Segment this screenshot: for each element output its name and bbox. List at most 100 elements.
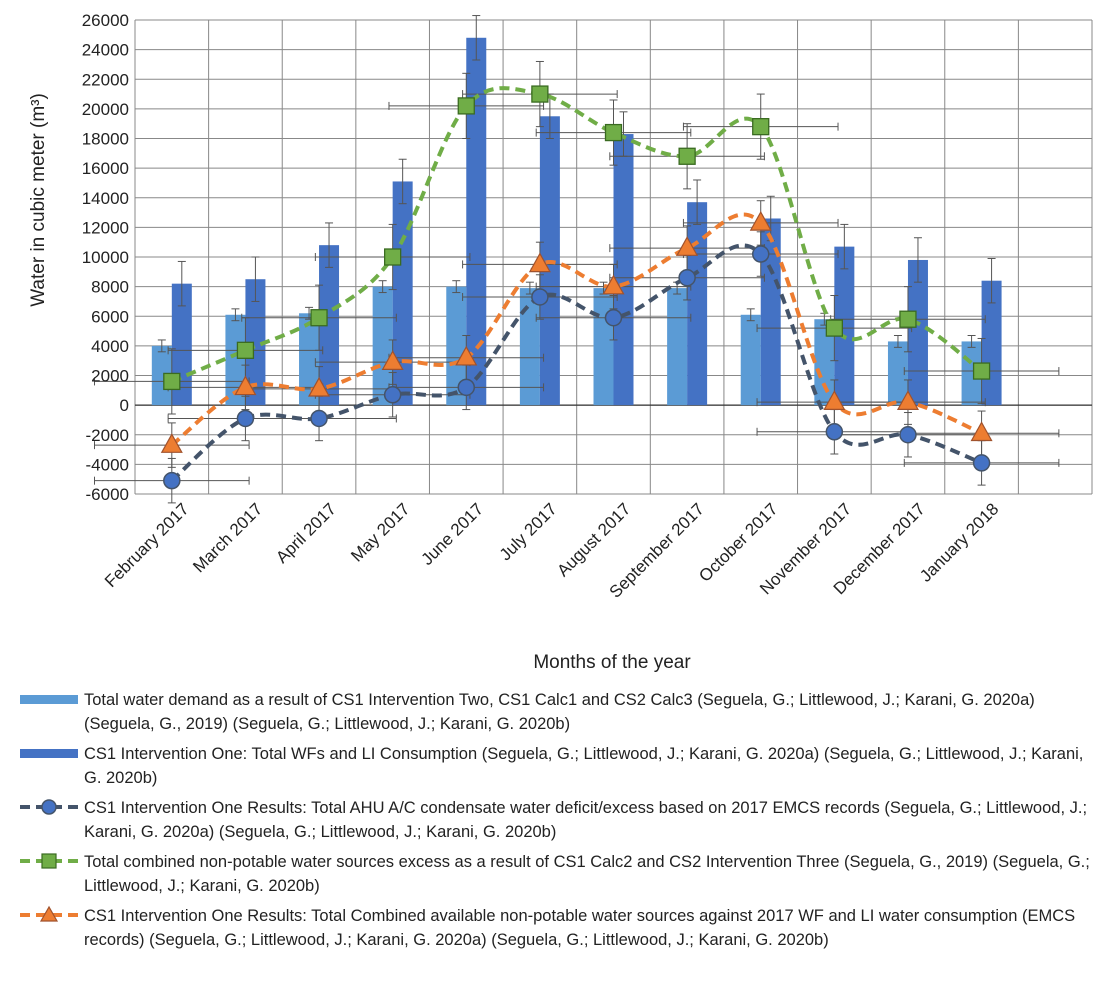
legend-bar-swatch [20,695,78,704]
y-tick-label: 18000 [82,130,129,149]
y-axis-title: Water in cubic meter (m³) [28,93,49,307]
legend-swatch [20,905,78,922]
square-marker [163,372,181,391]
y-tick-label: 0 [120,396,129,415]
square-marker [457,97,475,115]
triangle-marker [528,252,551,273]
triangle-marker [970,421,993,442]
square-marker [531,85,549,103]
bar-demand [372,286,393,406]
triangle-marker [676,236,699,256]
x-tick-label: April 2017 [272,499,340,567]
bar-demand [225,314,246,406]
circle-marker [457,378,476,397]
bar-demand [814,319,835,406]
x-tick-label: August 2017 [553,499,634,580]
circle-marker [678,268,696,287]
y-tick-label: 24000 [82,41,129,60]
square-marker [604,123,623,142]
legend-label: CS1 Intervention One Results: Total Comb… [84,907,1076,949]
bar-wf-li [834,246,855,406]
y-tick-label: 10000 [82,248,129,267]
legend: Total water demand as a result of CS1 In… [18,688,1103,958]
legend-item-combined-available: CS1 Intervention One Results: Total Comb… [18,904,1103,952]
legend-item-condensate: CS1 Intervention One Results: Total AHU … [18,796,1103,844]
square-marker [825,319,843,337]
triangle-marker [455,345,478,366]
y-tick-label: 4000 [91,337,129,356]
legend-circle-marker [41,799,57,815]
y-tick-label: 2000 [91,367,129,386]
triangle-marker [896,390,919,410]
square-marker [899,310,917,328]
bar-wf-li [319,245,340,406]
y-tick-label: -6000 [86,485,129,504]
bar-demand [667,288,688,406]
y-tick-label: 6000 [91,307,129,326]
triangle-marker [602,274,625,295]
legend-item-wf-li: CS1 Intervention One: Total WFs and LI C… [18,742,1103,790]
x-tick-label: July 2017 [496,499,561,564]
x-tick-label: March 2017 [189,499,266,576]
y-tick-label: 26000 [82,11,129,30]
bar-wf-li [907,259,928,406]
legend-label: Total water demand as a result of CS1 In… [84,691,1035,733]
legend-item-demand: Total water demand as a result of CS1 In… [18,688,1103,736]
bar-wf-li [392,181,413,406]
bar-demand [593,288,614,406]
legend-square-marker [41,853,57,869]
chart: -6000 -4000 -2000 0 2000 4000 6000 8000 10000 120… [28,11,1093,673]
series-markers [160,85,993,490]
square-marker [310,309,328,327]
y-tick-label: 14000 [82,189,129,208]
circle-marker [604,308,623,327]
triangle-marker [308,376,331,397]
x-tick-label: February 2017 [101,499,193,591]
legend-swatch [20,695,78,704]
bar-wf-li [466,37,487,406]
bar-demand [887,341,908,406]
triangle-marker [749,210,772,231]
circle-marker [899,426,917,444]
y-tick-label: -4000 [86,455,129,474]
bar-demand [446,286,467,406]
legend-swatch [20,853,78,869]
bar-wf-li [613,134,634,406]
x-tick-label: May 2017 [347,499,413,565]
bar-wf-li [687,202,708,406]
x-tick-label: January 2018 [916,499,1002,585]
triangle-marker [234,375,257,396]
y-tick-label: 20000 [82,100,129,119]
y-tick-label: -2000 [86,426,129,445]
square-marker [972,362,991,380]
circle-marker [972,454,991,472]
circle-marker [310,409,328,428]
triangle-marker [381,350,404,370]
legend-bar-swatch [20,749,78,758]
bar-wf-li [245,279,266,406]
circle-marker [163,471,181,490]
y-tick-label: 8000 [91,278,129,297]
triangle-marker [823,390,846,410]
square-marker [384,248,402,266]
bar-demand [299,313,320,406]
triangle-marker [160,433,183,453]
bar-demand [740,314,761,406]
legend-label: CS1 Intervention One: Total WFs and LI C… [84,745,1084,787]
legend-swatch [20,799,78,815]
legend-swatch [20,749,78,758]
legend-triangle-marker [39,905,59,922]
bar-demand [519,288,540,406]
y-tick-labels: -6000 -4000 -2000 0 2000 4000 6000 8000 10000 120… [82,11,129,504]
circle-marker [236,409,255,428]
circle-marker [825,423,844,441]
legend-label: Total combined non-potable water sources… [84,853,1090,895]
legend-item-non-potable-excess: Total combined non-potable water sources… [18,850,1103,898]
circle-marker [531,288,549,306]
circle-marker [383,386,402,404]
x-tick-label: June 2017 [418,499,488,569]
square-marker [752,118,770,136]
y-tick-label: 22000 [82,70,129,89]
square-marker [678,147,696,165]
